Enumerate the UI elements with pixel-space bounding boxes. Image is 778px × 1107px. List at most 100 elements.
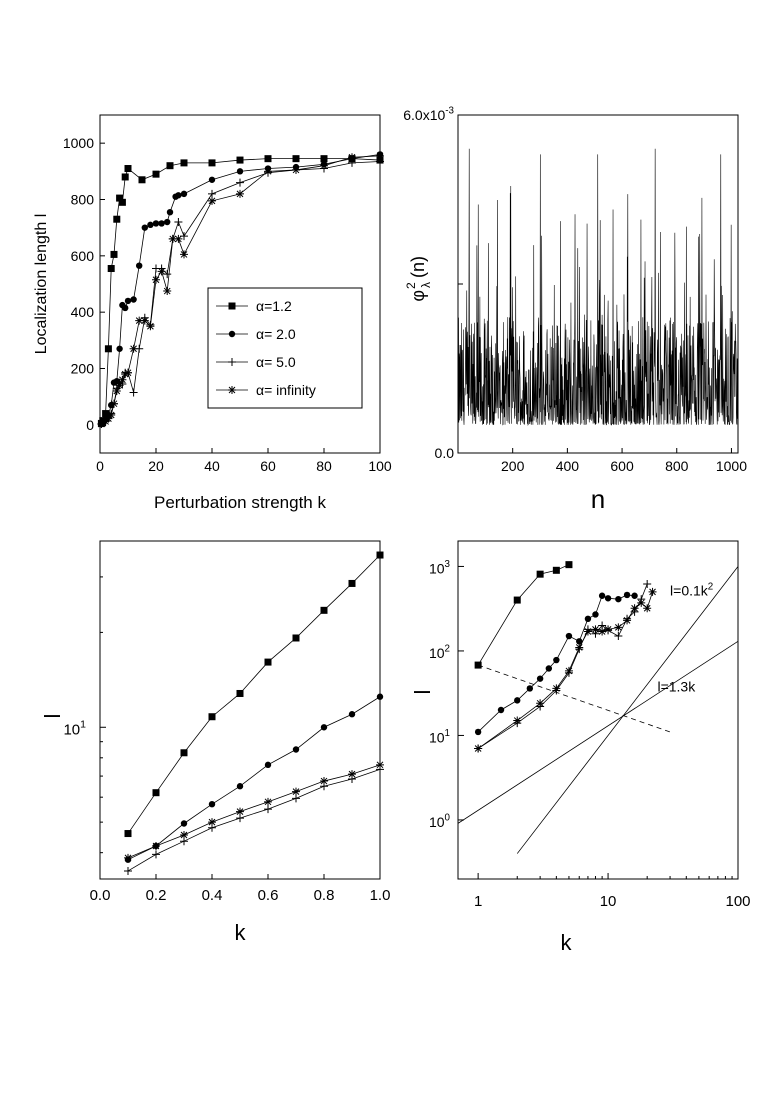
x-tick-label: 0.6 [258, 887, 279, 904]
data-point [376, 760, 384, 769]
data-point [348, 153, 356, 162]
data-point [536, 675, 544, 682]
data-point [208, 818, 216, 827]
series-group [124, 551, 384, 875]
data-point [208, 159, 216, 167]
y-tick-label: 101 [429, 728, 450, 745]
data-point [376, 151, 384, 160]
data-point [474, 661, 482, 669]
x-tick-label: 200 [501, 458, 525, 474]
data-point [526, 685, 534, 692]
x-tick-label: 0 [96, 458, 104, 474]
x-axis-label: k [561, 930, 573, 955]
panel-wavefunction: 200 400 600 800 1000 0.0 6.0x10-3 n φ 2 λ (n) [403, 106, 747, 514]
data-point [158, 220, 165, 227]
data-point [631, 592, 638, 599]
data-point [152, 170, 160, 178]
data-point [208, 196, 216, 205]
x-tick-label: 600 [610, 458, 634, 474]
data-point [320, 606, 328, 614]
data-point [168, 234, 177, 243]
data-point [564, 666, 573, 675]
data-point [514, 697, 521, 704]
data-point [180, 820, 188, 827]
y-tick-label: 6.0x10-3 [403, 106, 454, 123]
data-point [474, 744, 483, 753]
series-line [127, 696, 381, 861]
x-tick-label: 100 [368, 458, 392, 474]
x-tick-label: 1.0 [370, 887, 391, 904]
reference-line-label: l=0.1k2 [670, 581, 713, 598]
series-line [101, 158, 381, 424]
reference-lines [458, 566, 738, 854]
data-point [110, 250, 118, 258]
data-point [104, 414, 113, 423]
y-tick-label: 0.0 [435, 445, 455, 461]
y-tick-label: 600 [71, 248, 95, 264]
data-point [208, 176, 216, 183]
data-point [348, 579, 356, 587]
data-point [141, 224, 148, 231]
data-point [623, 616, 632, 625]
data-point [264, 155, 272, 163]
data-point [118, 198, 126, 206]
data-point [236, 178, 244, 187]
data-point [107, 265, 115, 273]
data-point [115, 381, 124, 390]
data-point [152, 220, 160, 227]
series-line [477, 583, 648, 749]
data-point [152, 850, 160, 859]
data-point [236, 807, 244, 816]
data-point [376, 693, 384, 700]
data-point [598, 627, 607, 636]
data-point [152, 789, 160, 797]
data-point [320, 155, 328, 163]
series-line [127, 554, 381, 834]
data-point [180, 749, 188, 757]
data-point [112, 387, 121, 396]
data-point [124, 866, 132, 875]
plot-frame [99, 114, 381, 454]
panel-log-log: 1 10 100 100 101 102 103 l=0.1k2 l=1.3k k l [410, 540, 751, 955]
data-point [292, 794, 300, 803]
x-tick-label: 0.2 [146, 887, 167, 904]
data-point [630, 604, 639, 613]
data-point [637, 598, 646, 607]
tick-group: 1 10 100 100 101 102 103 [429, 559, 751, 910]
x-tick-label: 1 [474, 893, 482, 910]
data-point [121, 370, 130, 379]
series-group: l=0.1k2 l=1.3k [458, 561, 738, 854]
data-point [575, 643, 584, 652]
data-point [536, 570, 544, 578]
series-group [97, 151, 384, 428]
y-axis-label: l [40, 714, 65, 719]
y-label-tail: (n) [408, 256, 428, 278]
data-point [118, 375, 127, 384]
data-point [129, 388, 138, 397]
tick-group: 0.0 0.2 0.4 0.6 0.8 1.0 101 [63, 576, 391, 904]
legend: α=1.2 α= 2.0 α= 5.0 α= infinity [207, 287, 363, 409]
data-point [576, 638, 583, 645]
data-point [152, 275, 160, 284]
y-axis-label: φ 2 λ (n) [404, 256, 433, 302]
series-line [101, 161, 381, 425]
data-point [292, 165, 300, 174]
x-tick-label: 0.4 [202, 887, 223, 904]
data-point [264, 167, 272, 176]
data-point [98, 419, 107, 428]
y-tick-label: 103 [429, 559, 451, 576]
x-tick-label: 80 [316, 458, 332, 474]
tick-group: 200 400 600 800 1000 0.0 6.0x10-3 [403, 106, 747, 474]
data-point [152, 841, 160, 850]
data-point [552, 684, 561, 693]
data-point [180, 831, 188, 840]
legend-marker [228, 358, 236, 366]
legend-label: α=1.2 [256, 298, 292, 314]
plot-frame [457, 540, 739, 880]
data-point [124, 853, 132, 862]
legend-label: α= 5.0 [256, 354, 296, 370]
y-tick-label: 200 [71, 361, 95, 377]
data-point [320, 161, 328, 170]
data-point [147, 221, 154, 229]
x-tick-label: 10 [600, 893, 617, 910]
